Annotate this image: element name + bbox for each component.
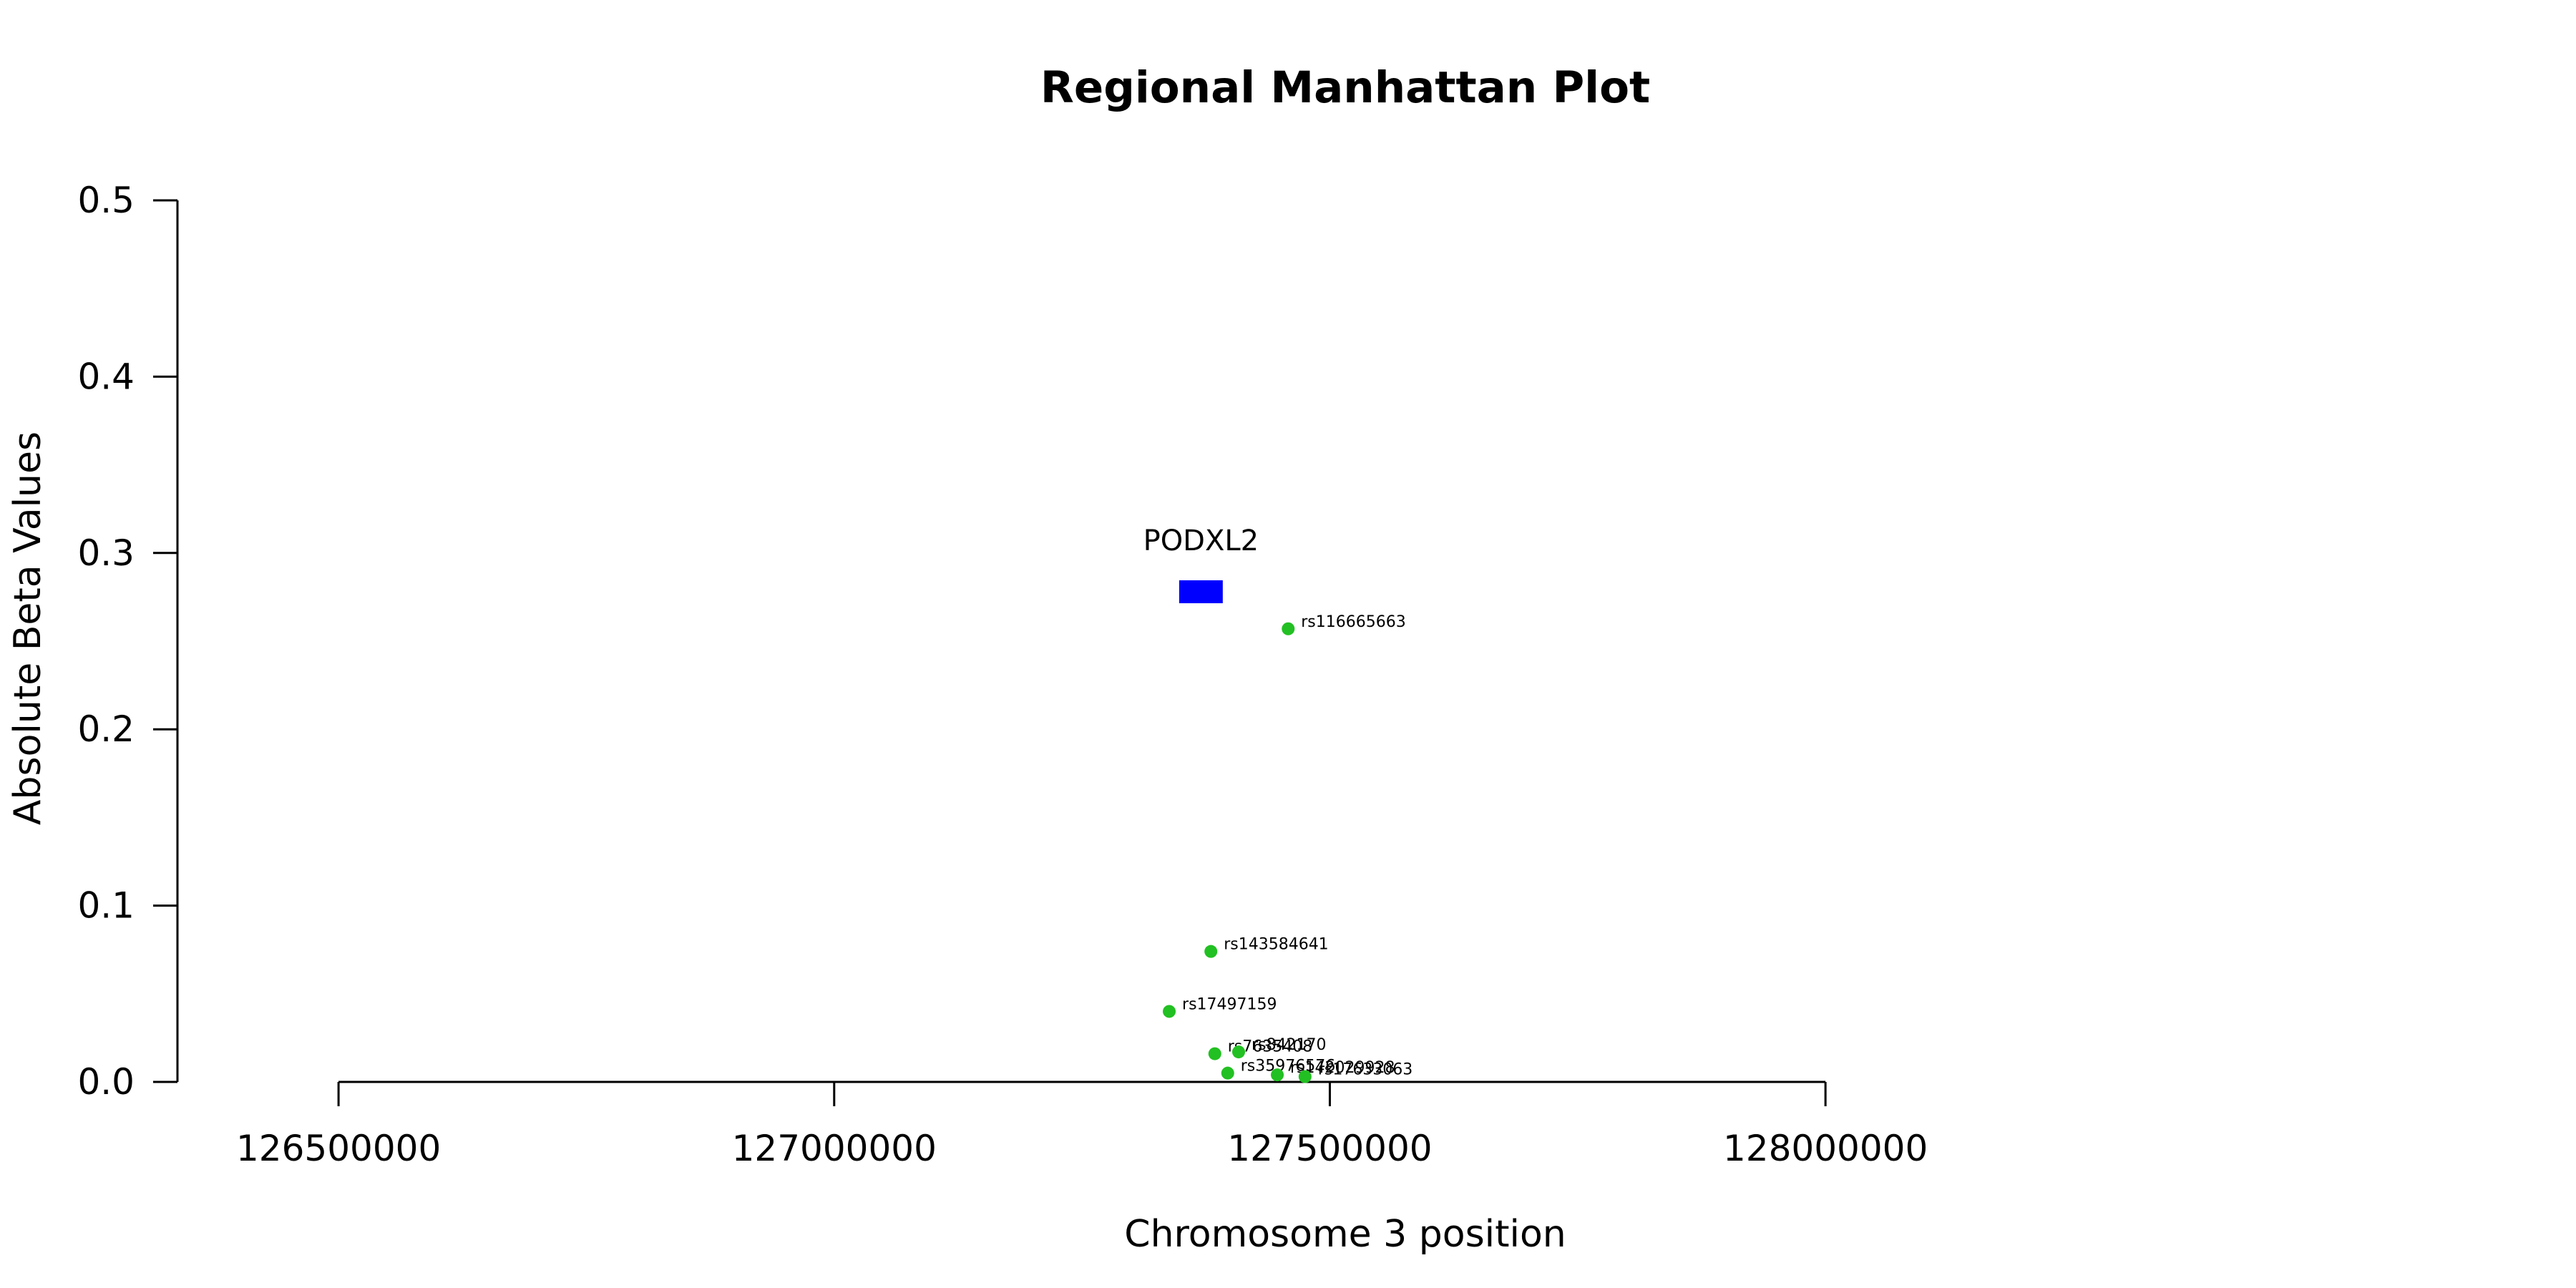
- snp-point: [1232, 1045, 1246, 1059]
- x-tick-label: 126500000: [236, 1128, 441, 1169]
- snp-label: rs35976576: [1241, 1058, 1335, 1075]
- x-tick-label: 127500000: [1227, 1128, 1432, 1169]
- y-tick-label: 0.4: [77, 356, 135, 397]
- x-tick-label: 128000000: [1723, 1128, 1928, 1169]
- x-tick-label: 127000000: [732, 1128, 937, 1169]
- y-axis: 0.0 0.1 0.2 0.3 0.4 0.5: [77, 180, 179, 1103]
- y-tick-label: 0.5: [77, 180, 135, 221]
- y-tick-label: 0.1: [77, 885, 135, 927]
- snp-point: [1271, 1068, 1284, 1082]
- gene-label: PODXL2: [1143, 525, 1259, 557]
- y-axis-label: Absolute Beta Values: [6, 431, 49, 825]
- snp-label: rs17633063: [1318, 1061, 1413, 1079]
- snp-point: [1163, 1005, 1176, 1018]
- gene-layer: PODXL2: [1143, 525, 1259, 604]
- snp-point: [1221, 1066, 1234, 1080]
- y-tick-label: 0.2: [77, 708, 135, 750]
- snp-label: rs116665663: [1301, 613, 1405, 631]
- y-tick-label: 0.0: [77, 1061, 135, 1103]
- snp-point: [1208, 1047, 1221, 1060]
- snp-label: rs17497159: [1182, 995, 1277, 1013]
- snp-label: rs143584641: [1224, 936, 1328, 954]
- x-axis-label: Chromosome 3 position: [1124, 1213, 1566, 1256]
- snp-label: rs842170: [1252, 1036, 1327, 1054]
- snp-point: [1204, 945, 1218, 958]
- gene-box-podxl2: [1179, 580, 1223, 604]
- snp-point: [1298, 1070, 1312, 1083]
- x-axis: 126500000 127000000 127500000 128000000: [236, 1080, 1928, 1169]
- snp-points: rs116665663rs143584641rs17497159rs763540…: [1163, 613, 1413, 1083]
- snp-point: [1282, 622, 1295, 635]
- chart-title: Regional Manhattan Plot: [1040, 62, 1650, 113]
- y-tick-label: 0.3: [77, 532, 135, 574]
